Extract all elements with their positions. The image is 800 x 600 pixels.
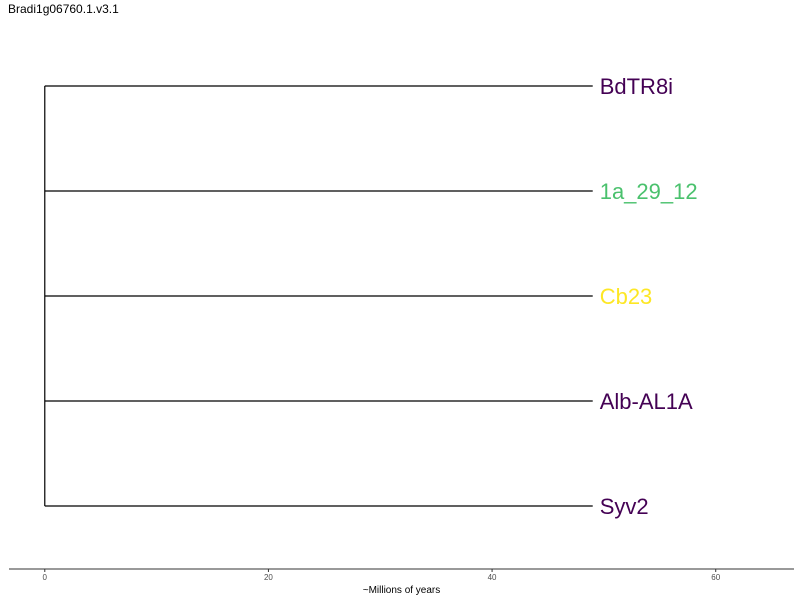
x-axis-title: ~Millions of years — [363, 585, 441, 596]
tip-label: Cb23 — [600, 284, 653, 309]
x-axis-ticks: 0 20 40 60 — [43, 569, 721, 582]
x-axis: 0 20 40 60 ~Millions of years — [9, 568, 794, 596]
tip-label: Alb-AL1A — [600, 389, 693, 414]
x-tick-label: 60 — [711, 573, 720, 582]
tree-tip-labels: BdTR8i 1a_29_12 Cb23 Alb-AL1A Syv2 — [600, 74, 698, 519]
tip-label: 1a_29_12 — [600, 179, 698, 204]
tip-label: Syv2 — [600, 494, 649, 519]
tree-branches — [44, 85, 593, 507]
tip-label: BdTR8i — [600, 74, 673, 99]
x-tick-label: 20 — [264, 573, 273, 582]
x-tick-label: 40 — [488, 573, 497, 582]
page-title: Bradi1g06760.1.v3.1 — [8, 2, 119, 16]
x-tick-label: 0 — [43, 573, 48, 582]
